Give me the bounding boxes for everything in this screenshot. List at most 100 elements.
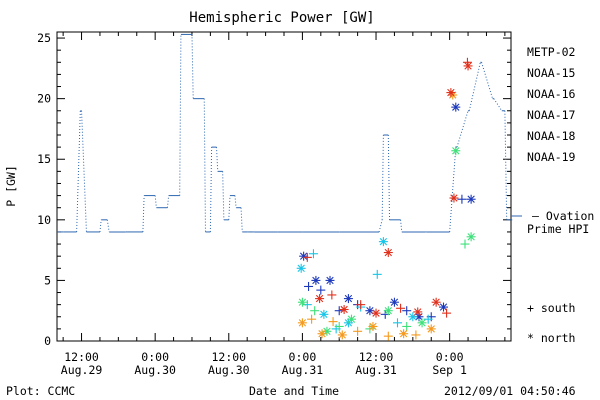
noaa-17-point [310,306,320,316]
noaa-19-point [371,308,381,318]
ovation-legend: — Ovation Prime HPI [511,209,594,236]
chart-title: Hemispheric Power [GW] [189,10,374,26]
y-tick-label: 10 [37,213,51,227]
ovation-segment [228,195,231,220]
marker-stroke [338,331,346,339]
marker-stroke [415,313,423,321]
ovation-segment [240,207,243,232]
noaa-19-point [446,88,456,98]
marker-stroke [315,294,324,303]
noaa-19-point [315,294,325,304]
legend-entry-noaa-17: NOAA-17 [527,108,576,122]
noaa-19-point [463,61,473,71]
noaa-18-point [353,326,363,336]
noaa-19-point [396,303,406,313]
marker-stroke [427,325,435,333]
ovation-segment [504,110,508,220]
x-tick-time-label: 0:00 [289,350,317,364]
y-tick-label: 5 [44,273,51,287]
marker-stroke [452,147,460,155]
marker-stroke [467,195,475,203]
ovation-segment [468,62,481,111]
noaa-15-point [402,306,412,316]
marker-stroke [414,308,422,316]
noaa-17-point [417,318,427,328]
ovation-segment [449,147,457,232]
marker-stroke [297,264,305,272]
marker-stroke [347,315,356,323]
marker-stroke [452,103,460,111]
noaa-15-point [343,294,353,304]
noaa-15-point [304,281,314,291]
x-tick-time-label: 0:00 [141,350,169,364]
x-tick-date-label: Aug.31 [282,363,324,377]
ovation-segment [76,110,81,232]
marker-stroke [399,330,408,338]
marker-stroke [447,88,455,97]
marker-stroke [299,252,308,260]
x-tick-time-label: 0:00 [436,350,464,364]
noaa-17-point [346,314,356,324]
y-axis-label: P [GW] [4,165,18,207]
y-tick-label: 15 [37,152,51,166]
marker-stroke [390,298,399,306]
noaa-15-point [451,102,461,112]
x-tick-date-label: Aug.29 [61,363,103,377]
ovation-segment [142,195,145,232]
x-axis-ticks: 12:00Aug.290:00Aug.3012:00Aug.300:00Aug.… [61,32,506,377]
noaa-18-point [328,317,338,327]
y-tick-label: 20 [37,92,51,106]
ovation-segment [191,34,194,99]
noaa-15-point [325,275,335,285]
noaa-16-point [372,269,382,279]
satellite-points [296,57,476,341]
ovation-segment [81,110,87,232]
noaa-17-point [334,321,344,331]
x-axis-label: Date and Time [249,384,339,398]
marker-stroke [464,62,472,70]
south-marker-legend: + south [527,301,575,315]
ovation-segment [493,98,503,112]
ovation-segment [209,147,213,232]
noaa-17-point [297,297,307,307]
ovation-segment [179,34,182,196]
ovation-segment [234,195,237,208]
legend-entry-noaa-19: NOAA-19 [527,150,576,164]
marker-stroke [344,294,353,303]
marker-stroke [467,233,475,241]
marker-stroke [320,310,328,319]
noaa-15-point [466,194,476,204]
noaa-15-point [299,251,309,261]
marker-stroke [298,298,307,306]
noaa-18-point [297,318,307,328]
legend-entry-noaa-15: NOAA-15 [527,66,575,80]
north-marker-legend: * north [527,331,575,345]
noaa-18-point [317,329,327,339]
noaa-17-point [466,232,476,242]
ovation-series [57,33,513,233]
marker-stroke [384,248,392,257]
x-tick-date-label: Sep 1 [432,363,467,377]
marker-stroke [312,276,320,285]
noaa-17-point [451,146,461,156]
noaa-18-point [368,321,378,331]
noaa-19-point [302,252,312,262]
noaa-19-point [356,300,366,310]
marker-stroke [432,298,440,306]
noaa-15-point [316,285,326,295]
noaa-16-point [393,318,402,328]
ovation-segment [222,171,225,220]
ovation-segment [378,219,383,233]
noaa-16-point [308,249,318,259]
noaa-19-point [462,57,472,67]
y-tick-label: 25 [37,31,51,45]
marker-stroke [439,303,448,311]
noaa-18-point [399,329,409,339]
noaa-19-point [449,193,459,203]
ovation-segment [203,98,206,232]
ovation-segment [99,219,102,232]
y-tick-label: 0 [44,334,51,348]
noaa-15-point [439,302,449,312]
marker-stroke [384,307,392,315]
